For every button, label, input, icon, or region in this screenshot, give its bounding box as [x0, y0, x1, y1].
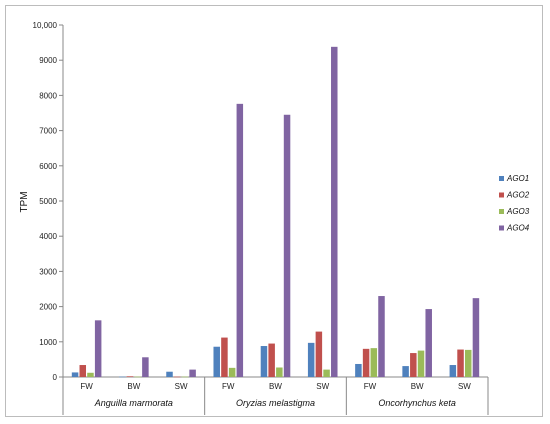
- x-category-label: SW: [175, 382, 188, 391]
- bar-ago4-1: [94, 320, 102, 377]
- bar-ago3-2: [134, 376, 141, 378]
- x-category-label: FW: [80, 382, 93, 391]
- bar-ago4-2: [142, 357, 149, 377]
- bar-ago1-8: [402, 366, 409, 377]
- legend-swatch-ago4: [499, 225, 504, 231]
- bar-ago2-3: [173, 376, 181, 378]
- x-category-label: BW: [127, 382, 140, 391]
- y-tick-label: 7000: [39, 127, 57, 136]
- bar-ago4-3: [189, 369, 196, 377]
- legend-label-ago3: AGO3: [506, 207, 530, 216]
- bar-ago3-1: [87, 372, 94, 377]
- y-tick-label: 4000: [39, 232, 57, 241]
- y-tick-label: 9000: [39, 56, 57, 65]
- bars: [71, 46, 480, 378]
- bar-ago3-3: [181, 376, 189, 378]
- chart-frame: [5, 5, 543, 417]
- bar-ago4-5: [283, 114, 291, 377]
- x-category-label: FW: [364, 382, 377, 391]
- y-tick-label: 5000: [39, 197, 57, 206]
- legend-swatch-ago2: [499, 192, 504, 198]
- group-label: Anguilla marmorata: [94, 398, 173, 408]
- y-tick-label: 1000: [39, 338, 57, 347]
- legend: AGO1 AGO2 AGO3 AGO4: [499, 174, 530, 233]
- bar-ago1-7: [355, 363, 362, 377]
- bar-ago3-6: [323, 369, 330, 377]
- y-axis-label: TPM: [19, 191, 30, 212]
- bar-ago3-4: [228, 367, 236, 377]
- legend-label-ago1: AGO1: [506, 174, 529, 183]
- y-tick-label: 3000: [39, 267, 57, 276]
- bar-ago2-8: [410, 353, 417, 377]
- bar-ago2-6: [315, 331, 323, 377]
- y-tick-label: 0: [53, 373, 58, 382]
- bar-ago3-7: [370, 348, 378, 377]
- bar-ago3-8: [417, 350, 425, 377]
- bar-ago2-4: [221, 337, 228, 377]
- x-category-label: SW: [316, 382, 329, 391]
- legend-swatch-ago1: [499, 176, 504, 181]
- y-tick-label: 8000: [39, 91, 57, 100]
- bar-ago1-2: [119, 376, 126, 378]
- bar-ago1-1: [71, 372, 79, 377]
- group-label: Oryzias melastigma: [236, 398, 315, 408]
- group-label: Oncorhynchus keta: [378, 398, 456, 408]
- bar-ago4-4: [236, 103, 244, 378]
- bar-ago1-9: [449, 365, 457, 377]
- bar-ago3-9: [464, 349, 472, 377]
- x-category-label: BW: [269, 382, 282, 391]
- bar-ago1-5: [260, 346, 268, 377]
- bar-ago1-6: [307, 342, 315, 377]
- bar-ago4-9: [472, 298, 480, 377]
- legend-swatch-ago3: [499, 209, 504, 214]
- x-category-label: SW: [458, 382, 471, 391]
- x-category-label: BW: [411, 382, 424, 391]
- bar-ago2-2: [126, 376, 134, 377]
- legend-label-ago4: AGO4: [506, 224, 530, 233]
- bar-ago4-8: [425, 309, 432, 377]
- bar-ago1-3: [166, 371, 173, 377]
- y-tick-label: 2000: [39, 303, 57, 312]
- bar-ago1-4: [213, 346, 220, 377]
- axes: 0 1000 2000 3000 4000 5000 6000 7000 8000 9000 10,…: [33, 21, 489, 415]
- bar-ago2-9: [457, 349, 464, 377]
- bar-ago4-7: [378, 296, 385, 377]
- x-category-label: FW: [222, 382, 235, 391]
- bar-ago2-7: [362, 348, 370, 377]
- y-tick-label: 10,000: [33, 21, 58, 30]
- bar-ago2-1: [79, 365, 87, 377]
- legend-label-ago2: AGO2: [506, 191, 530, 200]
- bar-ago3-5: [276, 367, 283, 377]
- y-tick-label: 6000: [39, 162, 57, 171]
- bar-ago2-5: [268, 343, 275, 377]
- bar-ago4-6: [331, 46, 338, 377]
